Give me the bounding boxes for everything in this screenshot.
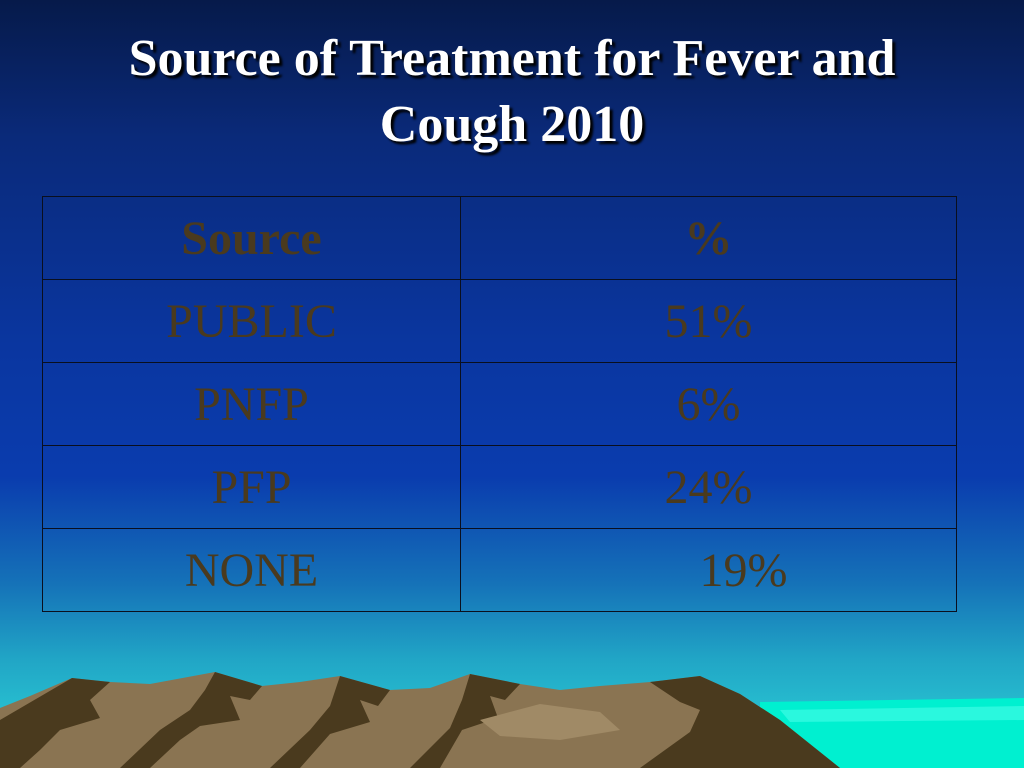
treatment-source-table: Source % PUBLIC 51% PNFP 6% PFP 24% NONE… [42, 196, 957, 612]
cell-percent: 6% [460, 362, 957, 446]
mountain-shadow-4 [410, 674, 520, 768]
cell-source: PNFP [42, 362, 461, 446]
mountain-shadow-3 [270, 676, 390, 768]
table-row: NONE 19% [42, 528, 957, 612]
mountain-landscape [0, 672, 1024, 768]
table-header-row: Source % [42, 196, 957, 280]
slide-title: Source of Treatment for Fever and Cough … [0, 26, 1024, 158]
mountain-shadow-1 [0, 678, 110, 768]
table-row: PNFP 6% [42, 362, 957, 446]
cell-percent: 24% [460, 445, 957, 529]
header-source: Source [42, 196, 461, 280]
slide-title-line-2: Cough 2010 [379, 96, 645, 153]
cell-source: NONE [42, 528, 461, 612]
mountain-shadow-5 [640, 676, 840, 768]
cell-percent: 19% [460, 528, 957, 612]
sea-foam [780, 706, 1024, 722]
cell-percent: 51% [460, 279, 957, 363]
mountain-shadow-2 [120, 672, 262, 768]
cell-source: PUBLIC [42, 279, 461, 363]
slide-title-line-1: Source of Treatment for Fever and [128, 30, 896, 87]
mountain-highlight [480, 704, 620, 740]
header-percent: % [460, 196, 957, 280]
table-row: PUBLIC 51% [42, 279, 957, 363]
cell-source: PFP [42, 445, 461, 529]
table-row: PFP 24% [42, 445, 957, 529]
